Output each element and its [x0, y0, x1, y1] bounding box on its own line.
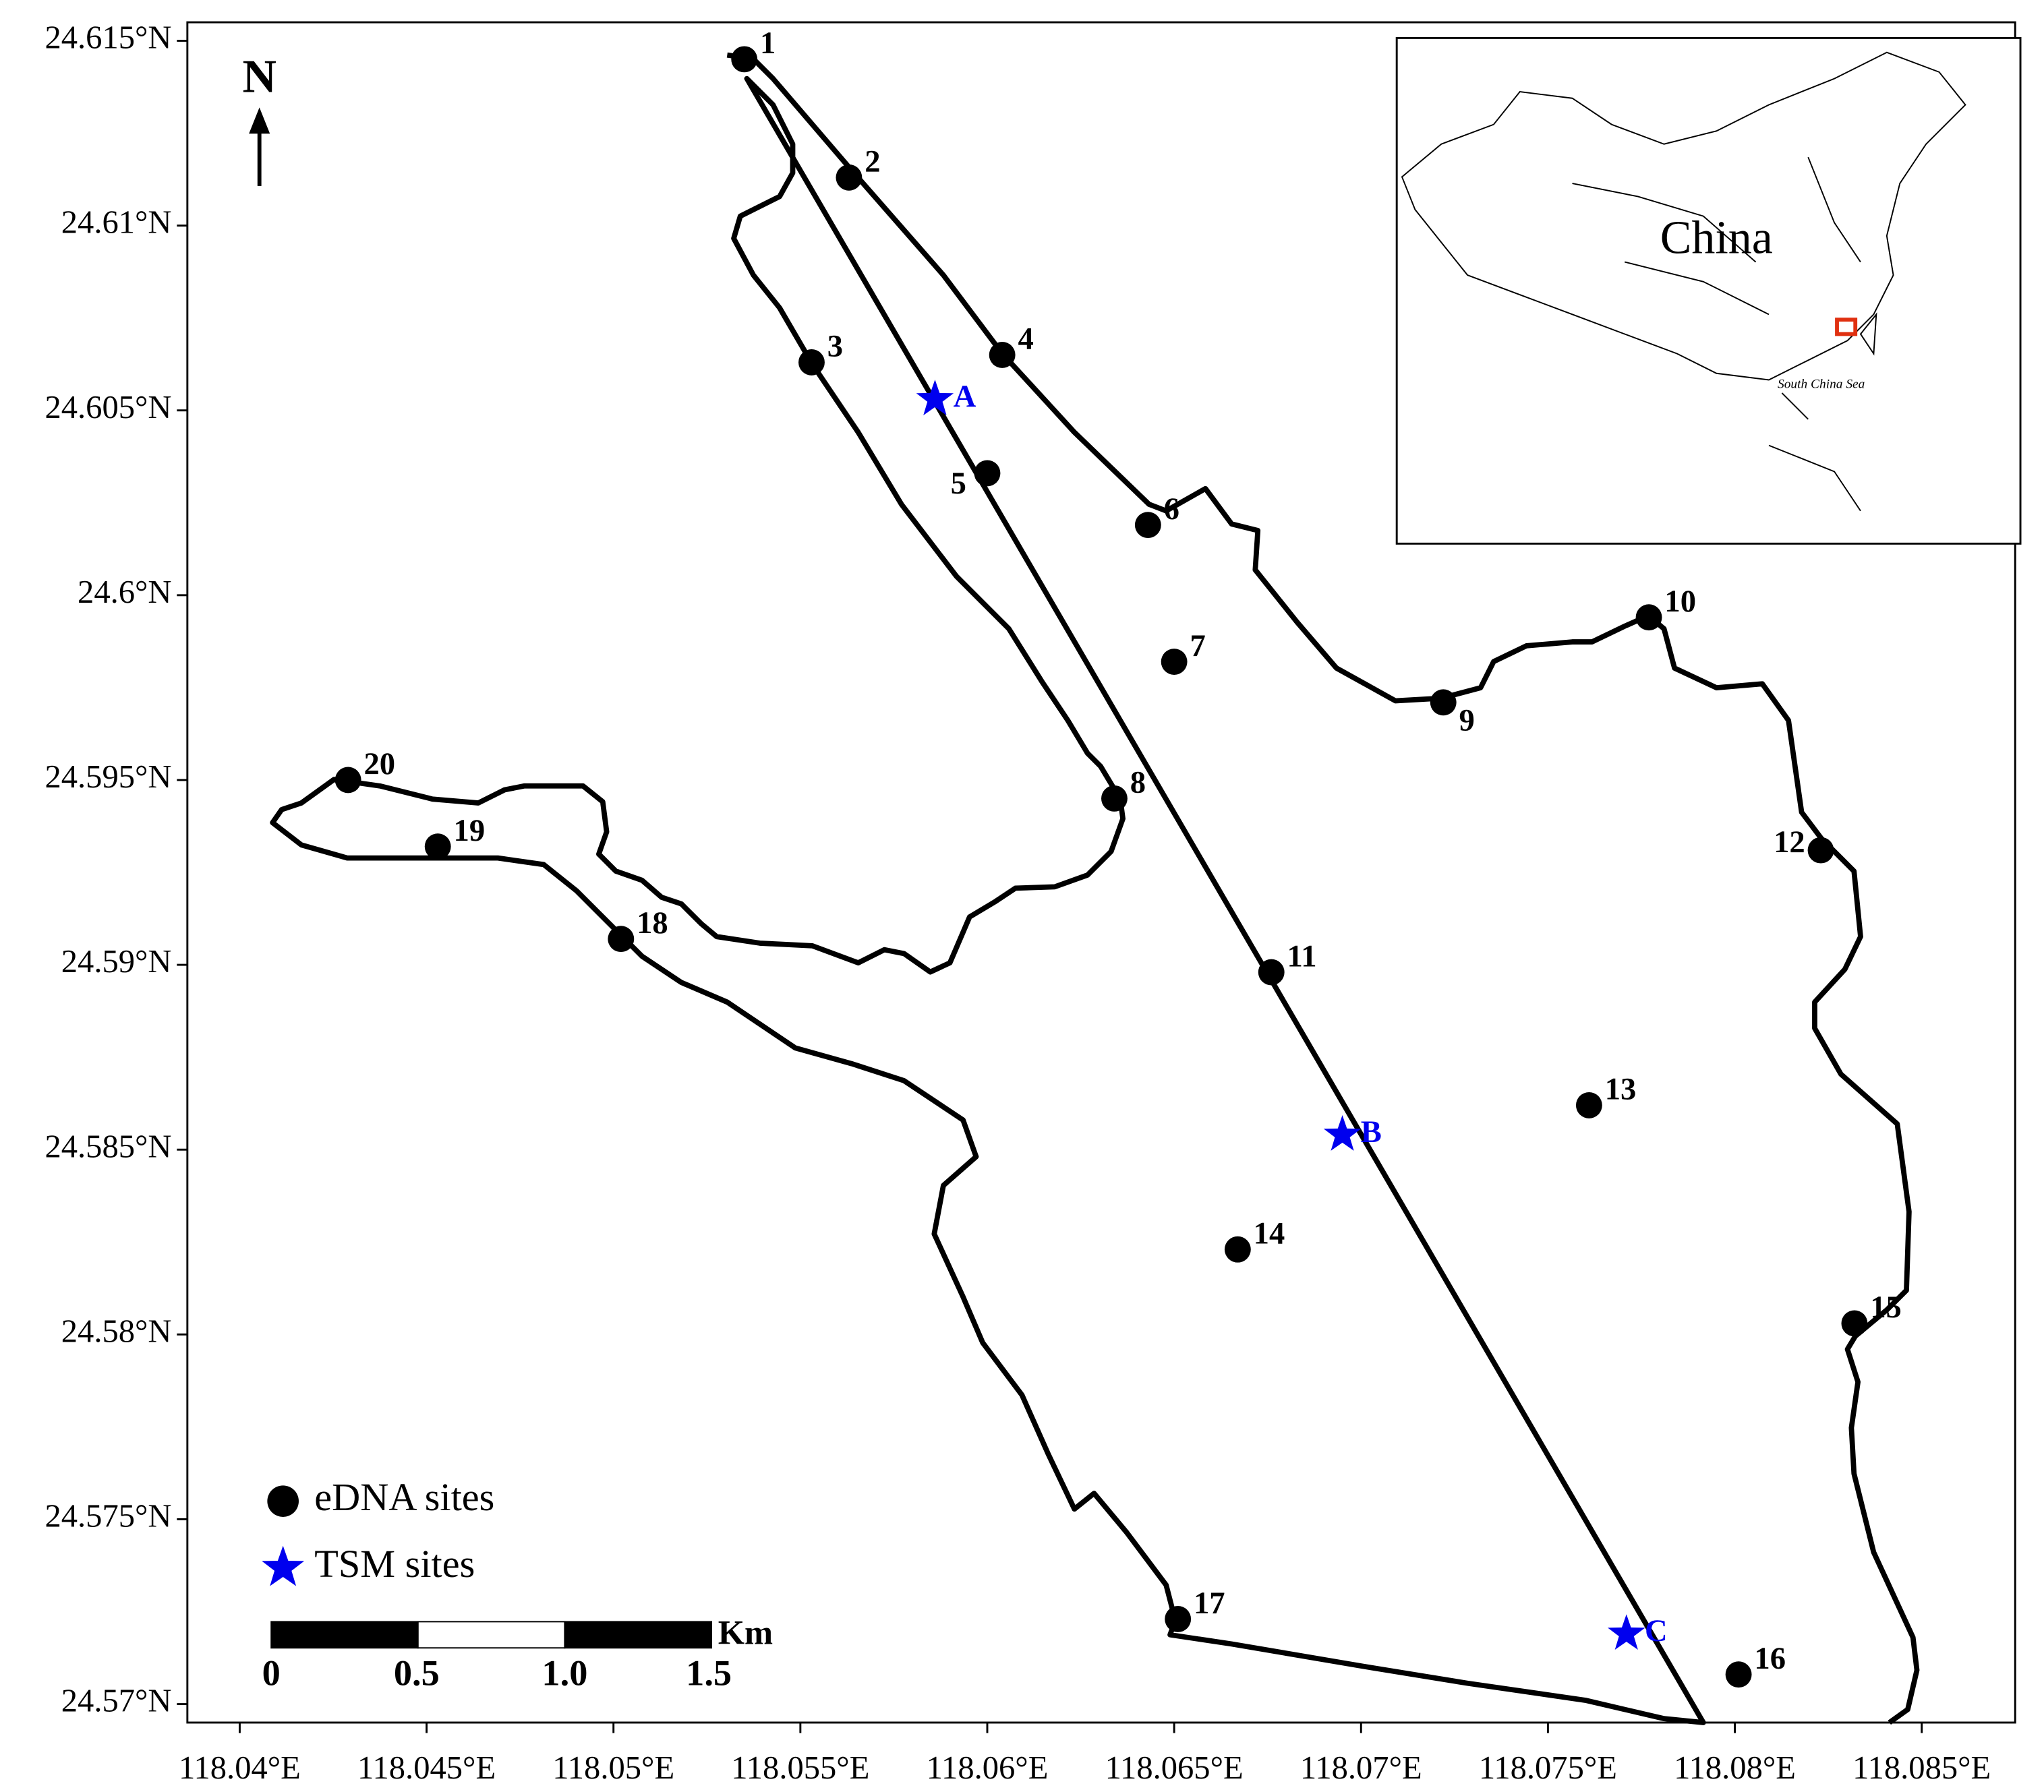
site-label: 14 — [1254, 1216, 1285, 1251]
site-label: 12 — [1774, 825, 1805, 860]
site-label: 3 — [827, 329, 843, 364]
x-tick-label: 118.075°E — [1479, 1750, 1617, 1786]
frame — [186, 21, 2016, 1724]
scale-label: 0 — [262, 1652, 281, 1693]
site-label: 20 — [363, 746, 395, 781]
edna-site — [1224, 1236, 1251, 1263]
x-tick-label: 118.06°E — [927, 1750, 1049, 1786]
x-tick-label: 118.04°E — [179, 1750, 301, 1786]
edna-site — [1430, 689, 1457, 716]
north-arrow: N — [242, 51, 276, 186]
site-label: 19 — [454, 813, 486, 848]
edna-site — [424, 833, 451, 860]
site-label: 9 — [1459, 703, 1475, 738]
legend-marker — [262, 1545, 305, 1586]
site-label: 4 — [1018, 322, 1033, 357]
site-label: 18 — [637, 905, 668, 940]
y-tick-label: 24.575°N — [45, 1498, 171, 1534]
edna-site — [1635, 604, 1662, 631]
legend-label: TSM sites — [314, 1542, 475, 1586]
inset-sea: South China Sea — [1778, 378, 1865, 392]
y-tick-label: 24.59°N — [61, 943, 172, 980]
north-head — [249, 107, 270, 134]
scale-label: 1.5 — [686, 1652, 732, 1693]
scale-label: 0.5 — [394, 1652, 440, 1693]
tsm-site — [916, 380, 954, 415]
edna-site — [1165, 1606, 1192, 1632]
boundary — [270, 52, 1920, 1725]
site-label: 8 — [1130, 765, 1146, 800]
legend-marker — [267, 1485, 299, 1517]
y-tick-label: 24.615°N — [45, 20, 171, 56]
edna-site — [1841, 1310, 1868, 1337]
edna-site — [731, 46, 758, 73]
tsm-site — [1607, 1614, 1645, 1650]
north-label: N — [242, 51, 276, 103]
y-tick-label: 24.585°N — [45, 1128, 171, 1164]
edna-site — [1258, 959, 1285, 986]
edna-site — [989, 342, 1016, 368]
y-tick-label: 24.61°N — [61, 204, 172, 241]
scale-segment — [417, 1621, 566, 1649]
site-label: 16 — [1754, 1641, 1786, 1676]
edna-site — [1161, 649, 1188, 675]
edna-site — [334, 767, 361, 794]
site-label: 2 — [865, 144, 880, 179]
y-tick-label: 24.595°N — [45, 758, 171, 795]
x-tick-label: 118.05°E — [552, 1750, 674, 1786]
inset-frame — [1395, 36, 2022, 545]
scale-segment — [270, 1621, 419, 1649]
edna-site — [798, 349, 825, 376]
y-tick-label: 24.58°N — [61, 1313, 172, 1349]
study-area-marker — [1835, 318, 1858, 336]
tsm-site — [1323, 1115, 1362, 1151]
x-tick-label: 118.07°E — [1300, 1750, 1422, 1786]
inset-outline — [1401, 51, 1966, 512]
x-tick-label: 118.08°E — [1674, 1750, 1796, 1786]
edna-site — [974, 460, 1001, 487]
edna-site — [1134, 512, 1161, 539]
scale-unit: Km — [718, 1613, 773, 1651]
y-tick-label: 24.605°N — [45, 389, 171, 425]
legend-label: eDNA sites — [314, 1475, 494, 1519]
edna-site — [1575, 1092, 1602, 1118]
y-tick-label: 24.57°N — [61, 1683, 172, 1719]
x-tick-label: 118.045°E — [357, 1750, 496, 1786]
site-label: A — [954, 379, 976, 414]
x-tick-label: 118.055°E — [731, 1750, 869, 1786]
site-label: 1 — [760, 26, 776, 61]
site-label: C — [1645, 1613, 1668, 1648]
edna-site — [1725, 1661, 1752, 1688]
site-label: 10 — [1664, 584, 1696, 619]
inset-country: China — [1660, 212, 1773, 264]
edna-site — [1101, 785, 1128, 812]
site-label: 13 — [1605, 1072, 1637, 1107]
scale-label: 1.0 — [542, 1652, 587, 1693]
scale-bar: 0 0.5 1.0 1.5 Km — [262, 1613, 773, 1693]
site-label: B — [1361, 1114, 1382, 1149]
site-label: 11 — [1287, 938, 1317, 974]
x-tick-label: 118.065°E — [1105, 1750, 1244, 1786]
site-label: 17 — [1194, 1586, 1225, 1621]
inset-map: China South China Sea — [1395, 36, 2022, 545]
edna-site — [836, 164, 863, 191]
y-tick-label: 24.6°N — [78, 574, 171, 610]
x-tick-label: 118.085°E — [1852, 1750, 1991, 1786]
scale-segment — [564, 1621, 712, 1649]
site-label: 6 — [1164, 491, 1179, 527]
edna-site — [608, 926, 635, 953]
site-label: 7 — [1190, 628, 1205, 663]
site-label: 5 — [951, 466, 966, 501]
site-label: 15 — [1870, 1290, 1902, 1325]
edna-site — [1807, 837, 1834, 864]
